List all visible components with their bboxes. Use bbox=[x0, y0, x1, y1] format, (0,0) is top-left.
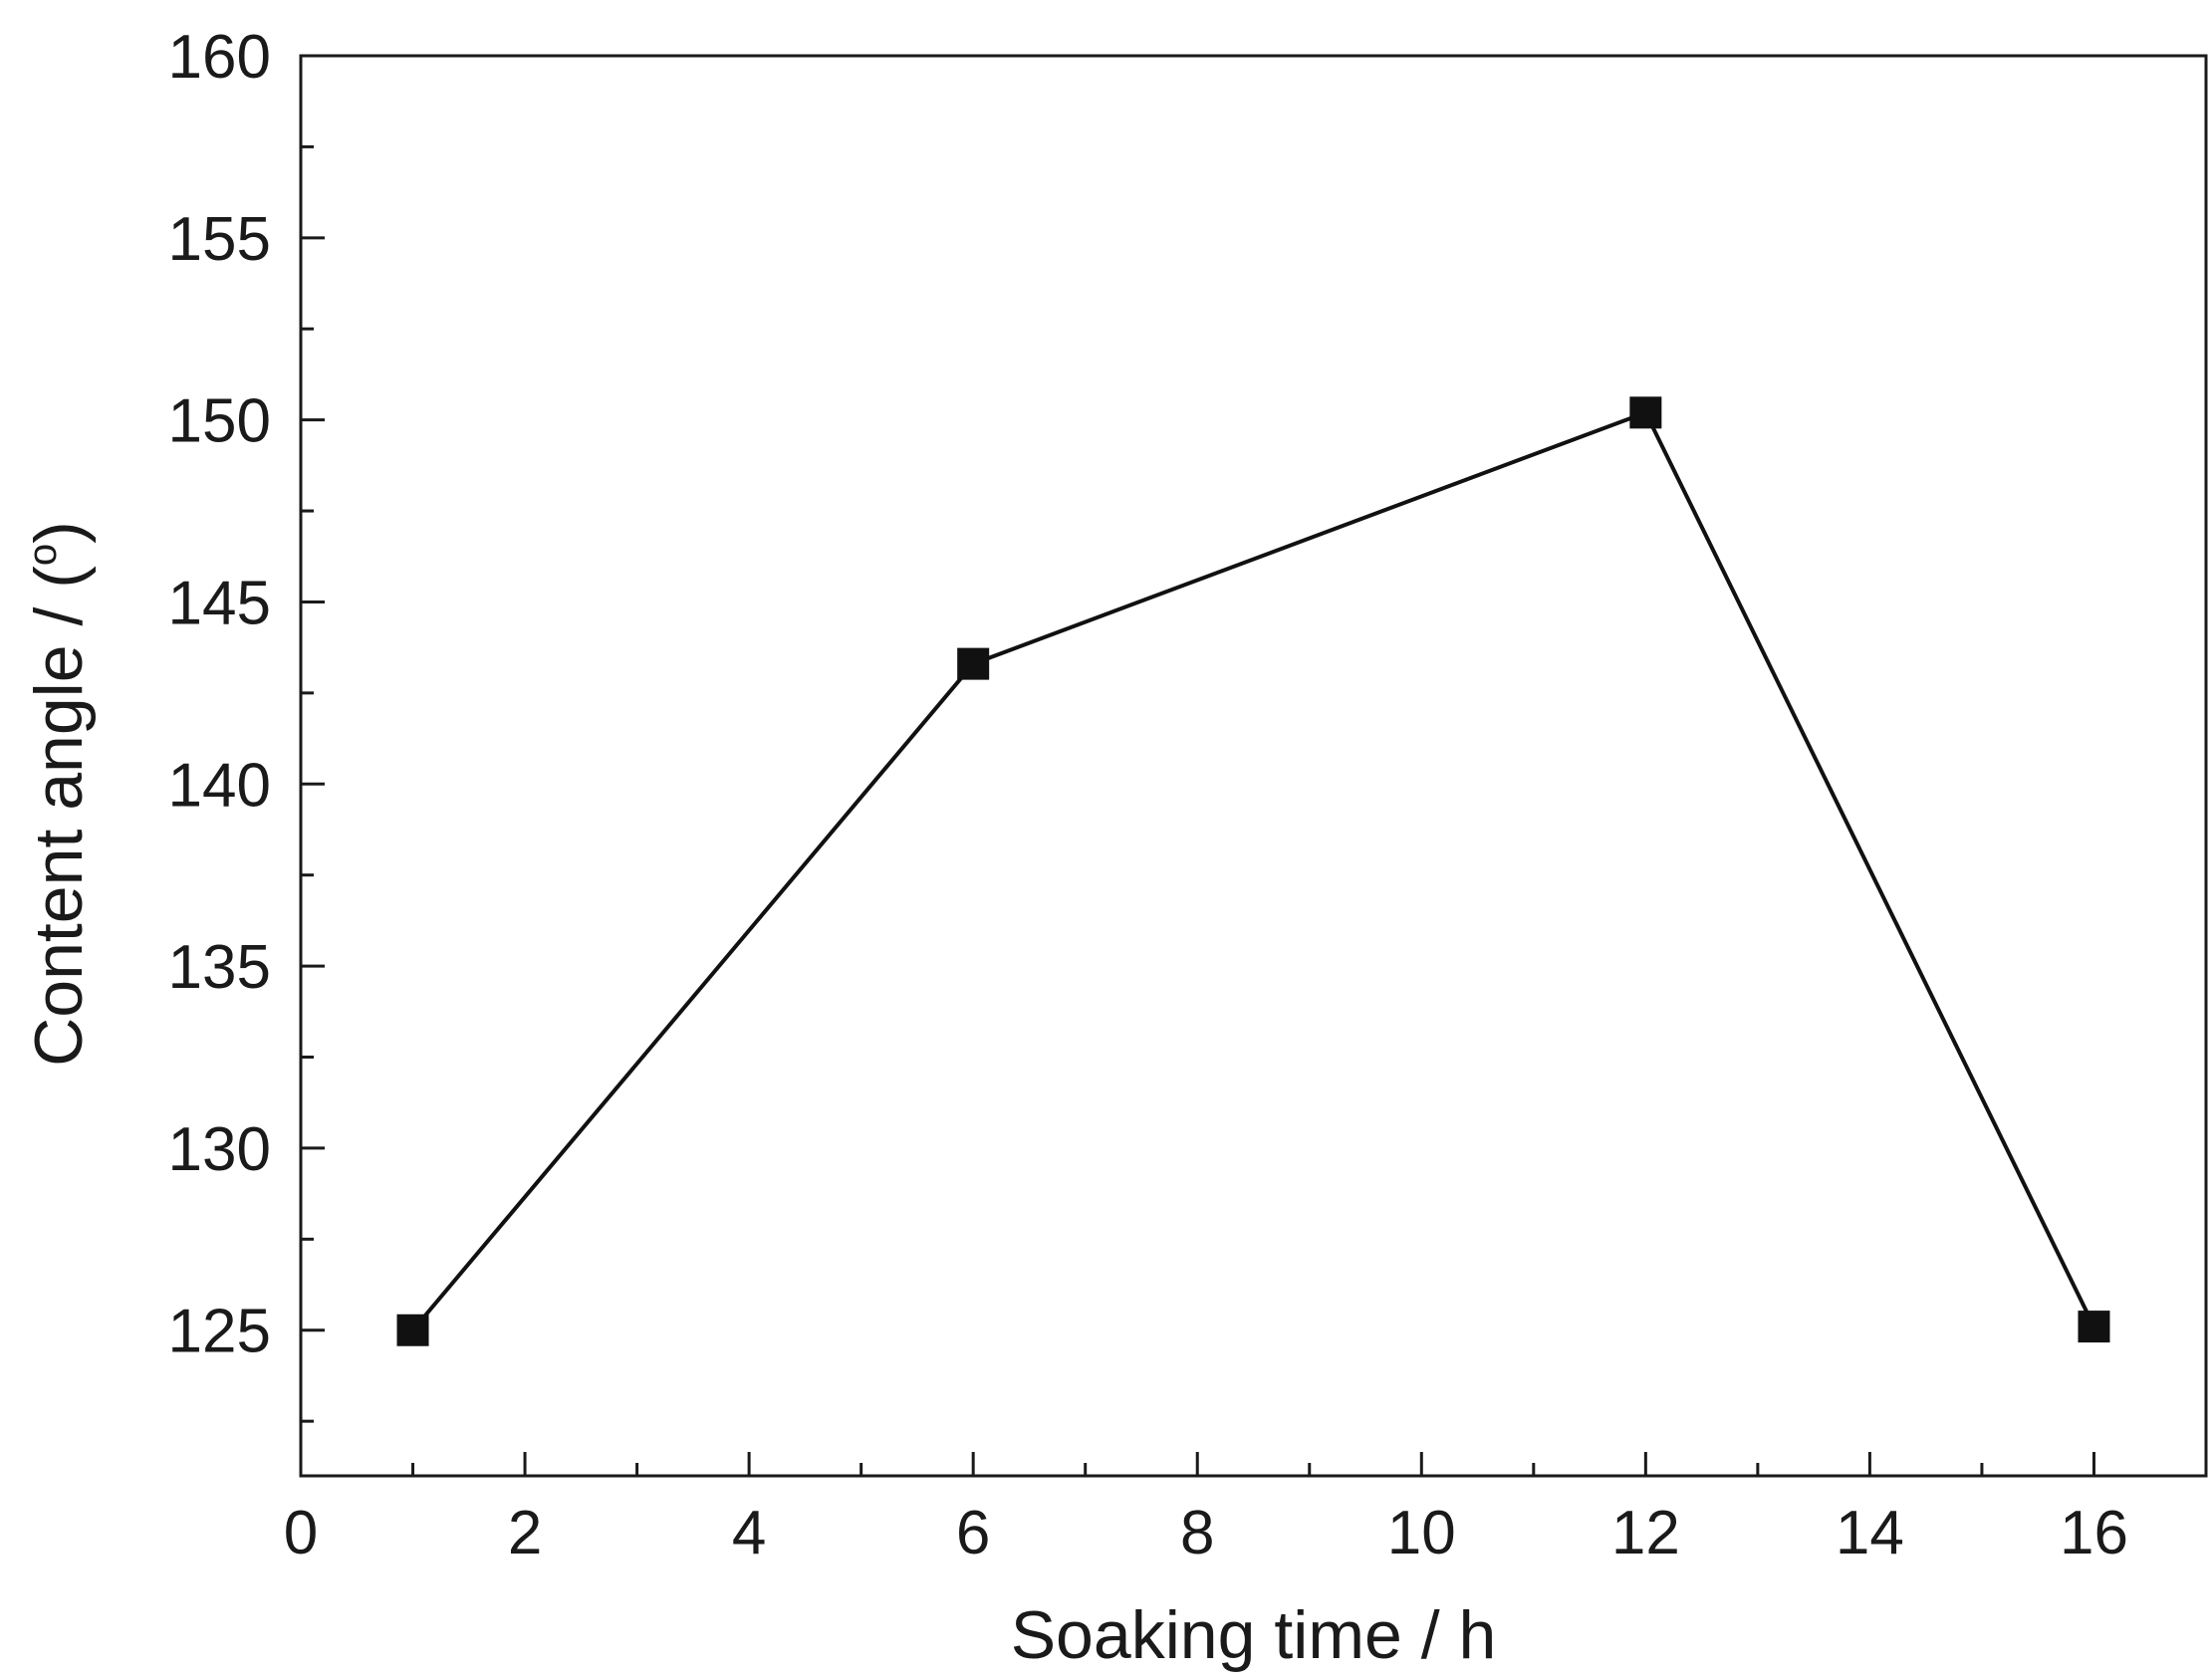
plot-frame bbox=[299, 54, 2208, 1478]
y-tick-label: 160 bbox=[168, 23, 271, 92]
x-tick-label: 10 bbox=[1387, 1499, 1456, 1567]
x-tick-label: 14 bbox=[1836, 1499, 1904, 1567]
x-tick-label: 16 bbox=[2060, 1499, 2128, 1567]
data-point bbox=[1629, 396, 1662, 429]
x-tick-label: 6 bbox=[956, 1499, 990, 1567]
major-ticks bbox=[299, 54, 2095, 1476]
y-axis-title: Content angle / (o) bbox=[21, 521, 97, 1067]
x-tick-label: 2 bbox=[508, 1499, 542, 1567]
x-axis-title: Soaking time / h bbox=[1011, 1597, 1497, 1673]
y-axis-title-degree: o bbox=[21, 544, 65, 566]
x-tick-labels: 0 2 4 6 8 10 12 14 16 bbox=[284, 1499, 2128, 1567]
x-tick-label: 8 bbox=[1180, 1499, 1214, 1567]
y-axis-title-suffix: ) bbox=[21, 521, 97, 544]
y-tick-label: 150 bbox=[168, 387, 271, 456]
y-tick-label: 140 bbox=[168, 751, 271, 820]
data-point bbox=[396, 1314, 429, 1346]
y-tick-label: 130 bbox=[168, 1115, 271, 1184]
minor-ticks bbox=[301, 144, 1984, 1476]
x-tick-label: 0 bbox=[284, 1499, 318, 1567]
x-tick-label: 12 bbox=[1611, 1499, 1680, 1567]
x-tick-label: 4 bbox=[732, 1499, 766, 1567]
y-tick-label: 125 bbox=[168, 1298, 271, 1366]
y-tick-labels: 125 130 135 140 145 150 155 160 bbox=[168, 23, 271, 1366]
data-point bbox=[957, 647, 990, 680]
series-line bbox=[410, 409, 2096, 1332]
y-axis-title-prefix: Content angle / ( bbox=[21, 566, 97, 1067]
y-tick-label: 155 bbox=[168, 205, 271, 274]
data-point bbox=[2078, 1311, 2110, 1343]
y-tick-label: 135 bbox=[168, 933, 271, 1002]
series-layer bbox=[396, 396, 2110, 1346]
y-tick-label: 145 bbox=[168, 569, 271, 637]
